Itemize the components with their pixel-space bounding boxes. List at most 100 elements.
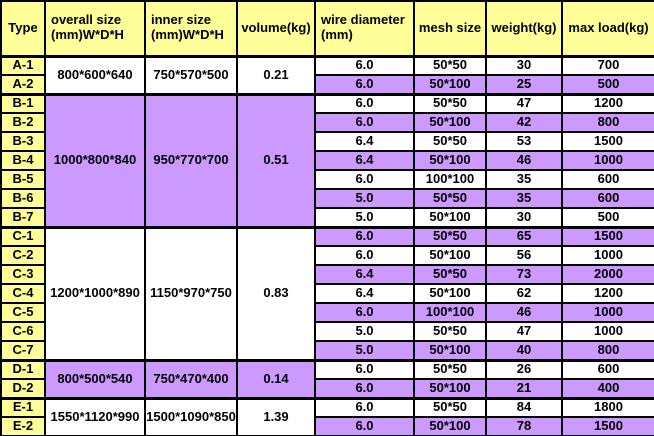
weight-cell: 42 [485, 112, 563, 133]
table-row: A-1 800*600*640 750*570*500 0.21 6.0 50*… [0, 54, 654, 95]
type-cell: C-3 [0, 264, 46, 285]
mesh-size-cell: 50*50 [413, 225, 487, 247]
mesh-size-cell: 50*50 [413, 358, 487, 380]
weight-cell: 35 [485, 169, 563, 190]
mesh-size-cell: 50*100 [413, 416, 487, 436]
wire-diameter-cell: 5.0 [314, 340, 415, 361]
type-cell: C-2 [0, 245, 46, 266]
weight-cell: 46 [485, 302, 563, 323]
overall-size-cell: 1550*1120*990 [44, 396, 146, 436]
mesh-size-cell: 100*100 [413, 169, 487, 190]
table-row: C-7 5.0 50*100 40 800 [0, 340, 654, 361]
max-load-cell: 1000 [561, 245, 654, 266]
mesh-size-cell: 50*100 [413, 112, 487, 133]
table-row: B-1 1000*800*840 950*770*700 0.51 6.0 50… [0, 92, 654, 228]
mesh-size-cell: 100*100 [413, 302, 487, 323]
table-row: C-1 1200*1000*890 1150*970*750 0.83 6.0 … [0, 225, 654, 361]
max-load-cell: 700 [561, 54, 654, 76]
table-row: B-4 6.4 50*100 46 1000 [0, 150, 654, 171]
type-cell: A-1 [0, 54, 46, 76]
volume-cell: 0.14 [236, 358, 316, 399]
col-header-overall-size: overall size (mm)W*D*H [44, 0, 146, 57]
wire-diameter-cell: 6.0 [314, 92, 415, 114]
mesh-size-cell: 50*100 [413, 340, 487, 361]
inner-size-cell: 1500*1090*850 [144, 396, 238, 436]
type-cell: B-7 [0, 207, 46, 228]
type-cell: B-5 [0, 169, 46, 190]
mesh-size-cell: 50*50 [413, 54, 487, 76]
col-header-volume: volume(kg) [236, 0, 316, 57]
table-row: D-1 800*500*540 750*470*400 0.14 6.0 50*… [0, 358, 654, 399]
wire-diameter-cell: 6.0 [314, 302, 415, 323]
type-cell: B-2 [0, 112, 46, 133]
type-cell: E-1 [0, 396, 46, 418]
max-load-cell: 1000 [561, 302, 654, 323]
mesh-size-cell: 50*100 [413, 74, 487, 95]
col-header-mesh-size: mesh size [413, 0, 487, 57]
type-cell: D-2 [0, 378, 46, 399]
type-cell: B-1 [0, 92, 46, 114]
max-load-cell: 600 [561, 169, 654, 190]
col-header-type: Type [0, 0, 46, 57]
col-header-weight: weight(kg) [485, 0, 563, 57]
wire-diameter-cell: 5.0 [314, 207, 415, 228]
weight-cell: 56 [485, 245, 563, 266]
table-row: D-2 6.0 50*100 21 400 [0, 378, 654, 399]
weight-cell: 65 [485, 225, 563, 247]
wire-diameter-cell: 6.0 [314, 358, 415, 380]
overall-size-cell: 800*600*640 [44, 54, 146, 95]
inner-size-cell: 1150*970*750 [144, 225, 238, 361]
max-load-cell: 800 [561, 112, 654, 133]
weight-cell: 78 [485, 416, 563, 436]
max-load-cell: 1800 [561, 396, 654, 418]
weight-cell: 40 [485, 340, 563, 361]
weight-cell: 73 [485, 264, 563, 285]
max-load-cell: 1000 [561, 150, 654, 171]
volume-cell: 0.83 [236, 225, 316, 361]
inner-size-cell: 750*570*500 [144, 54, 238, 95]
mesh-size-cell: 50*100 [413, 378, 487, 399]
table-row: C-6 5.0 50*50 47 1000 [0, 321, 654, 342]
mesh-size-cell: 50*50 [413, 264, 487, 285]
table-row: E-2 6.0 50*100 78 1500 [0, 416, 654, 436]
wire-diameter-cell: 6.0 [314, 225, 415, 247]
wire-diameter-cell: 6.4 [314, 131, 415, 152]
col-header-max-load: max load(kg) [561, 0, 654, 57]
volume-cell: 0.51 [236, 92, 316, 228]
table-row: B-5 6.0 100*100 35 600 [0, 169, 654, 190]
max-load-cell: 400 [561, 378, 654, 399]
table-row: C-4 6.4 50*100 62 1200 [0, 283, 654, 304]
volume-cell: 1.39 [236, 396, 316, 436]
type-cell: B-4 [0, 150, 46, 171]
weight-cell: 47 [485, 321, 563, 342]
type-cell: B-3 [0, 131, 46, 152]
wire-diameter-cell: 5.0 [314, 188, 415, 209]
weight-cell: 84 [485, 396, 563, 418]
mesh-size-cell: 50*100 [413, 207, 487, 228]
table-row: A-2 6.0 50*100 25 500 [0, 74, 654, 95]
table-body: A-1 800*600*640 750*570*500 0.21 6.0 50*… [0, 54, 654, 436]
max-load-cell: 1500 [561, 225, 654, 247]
weight-cell: 21 [485, 378, 563, 399]
max-load-cell: 500 [561, 207, 654, 228]
wire-diameter-cell: 6.0 [314, 112, 415, 133]
wire-diameter-cell: 6.0 [314, 416, 415, 436]
weight-cell: 26 [485, 358, 563, 380]
col-header-wire-diameter: wire diameter (mm) [314, 0, 415, 57]
weight-cell: 62 [485, 283, 563, 304]
max-load-cell: 1200 [561, 92, 654, 114]
wire-diameter-cell: 6.4 [314, 264, 415, 285]
mesh-size-cell: 50*50 [413, 131, 487, 152]
wire-diameter-cell: 6.0 [314, 74, 415, 95]
wire-diameter-cell: 6.4 [314, 283, 415, 304]
type-cell: C-4 [0, 283, 46, 304]
type-cell: C-6 [0, 321, 46, 342]
weight-cell: 30 [485, 207, 563, 228]
wire-diameter-cell: 6.0 [314, 378, 415, 399]
table-row: C-3 6.4 50*50 73 2000 [0, 264, 654, 285]
wire-diameter-cell: 6.4 [314, 150, 415, 171]
weight-cell: 47 [485, 92, 563, 114]
wire-diameter-cell: 6.0 [314, 245, 415, 266]
mesh-size-cell: 50*50 [413, 188, 487, 209]
weight-cell: 53 [485, 131, 563, 152]
